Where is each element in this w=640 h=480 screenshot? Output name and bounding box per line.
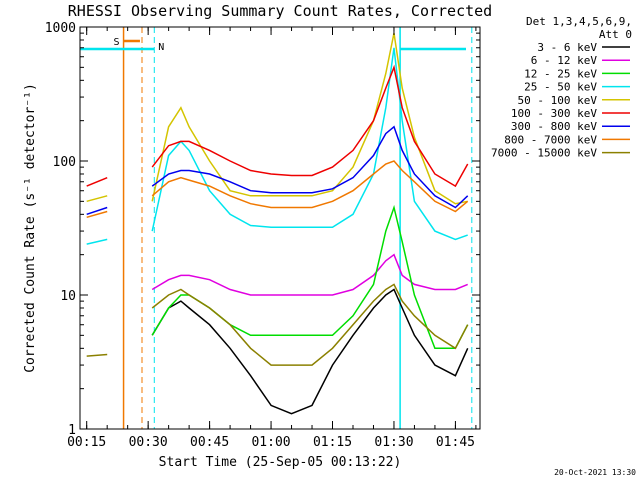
y-tick-label: 1000 (45, 21, 76, 36)
x-tick-label: 01:45 (436, 435, 475, 450)
x-tick-label: 01:15 (313, 435, 352, 450)
series-3 (86, 47, 468, 245)
series-line (151, 288, 469, 415)
series-0 (151, 288, 469, 415)
night-label: N (158, 42, 164, 53)
saa-label: S (114, 37, 120, 48)
x-tick-label: 00:30 (129, 435, 168, 450)
series-8 (86, 283, 469, 366)
chart-title: RHESSI Observing Summary Count Rates, Co… (68, 2, 492, 20)
legend-label: 25 - 50 keV (524, 81, 597, 94)
legend-header-line-1: Det 1,3,4,5,6,9, (526, 15, 632, 28)
y-axis-label: Corrected Count Rate (s⁻¹ detector⁻¹) (23, 83, 38, 373)
y-tick-label: 100 (53, 155, 76, 170)
series-line (151, 125, 469, 209)
series-line (86, 195, 108, 203)
series-7 (86, 160, 469, 219)
x-tick-label: 00:45 (190, 435, 229, 450)
legend-label: 800 - 7000 keV (504, 133, 597, 146)
series-5 (86, 64, 469, 188)
series-line (151, 283, 469, 366)
legend-label: 12 - 25 keV (524, 67, 597, 80)
series-line (151, 47, 468, 241)
series-line (86, 238, 108, 245)
legend-label: 7000 - 15000 keV (491, 147, 597, 160)
x-tick-label: 01:00 (251, 435, 290, 450)
series-4 (86, 32, 468, 205)
legend-label: 50 - 100 keV (518, 94, 598, 107)
series-line (151, 160, 469, 213)
legend-label: 3 - 6 keV (537, 41, 597, 54)
series-line (151, 64, 469, 188)
legend-label: 100 - 300 keV (511, 107, 597, 120)
legend-label: 6 - 12 keV (531, 54, 598, 67)
y-tick-label: 1 (68, 423, 76, 438)
series-line (86, 353, 108, 357)
series-line (86, 177, 108, 187)
x-axis-label: Start Time (25-Sep-05 00:13:22) (159, 455, 402, 470)
series-line (86, 210, 108, 219)
series-6 (86, 125, 469, 216)
series-line (151, 32, 468, 205)
series-line (86, 206, 108, 216)
x-tick-label: 01:30 (374, 435, 413, 450)
x-tick-label: 00:15 (67, 435, 106, 450)
y-tick-label: 10 (60, 289, 76, 304)
timestamp: 20-Oct-2021 13:30 (554, 468, 636, 477)
plot-frame (79, 26, 481, 430)
legend-label: 300 - 800 keV (511, 120, 597, 133)
legend-header-line-2: Att 0 (599, 28, 632, 41)
